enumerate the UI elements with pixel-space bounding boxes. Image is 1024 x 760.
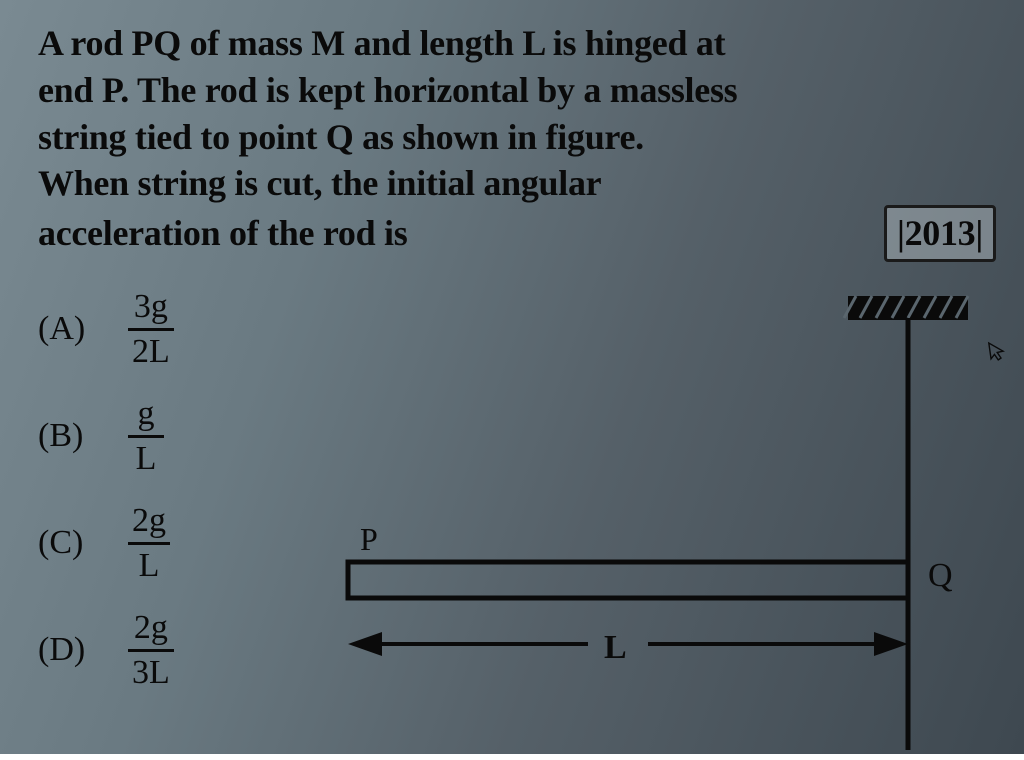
q-line-1: A rod PQ of mass M and length L is hinge…	[38, 20, 996, 67]
option-d-den: 3L	[128, 652, 174, 690]
option-a-den: 2L	[128, 331, 174, 369]
option-b: (B) g L	[38, 397, 174, 476]
q-line-4: When string is cut, the initial angular	[38, 160, 996, 207]
option-a-fraction: 3g 2L	[128, 290, 174, 369]
option-c-num: 2g	[128, 504, 170, 542]
question-page: A rod PQ of mass M and length L is hinge…	[0, 0, 1024, 754]
option-d-fraction: 2g 3L	[128, 611, 174, 690]
option-d: (D) 2g 3L	[38, 611, 174, 690]
q-line-5a: acceleration of the rod is	[38, 210, 407, 257]
q-line-5: acceleration of the rod is |2013|	[38, 205, 996, 262]
option-a-label: (A)	[38, 310, 104, 348]
option-b-num: g	[134, 397, 159, 435]
ceiling-support	[844, 296, 968, 318]
option-c: (C) 2g L	[38, 504, 174, 583]
options-column: (A) 3g 2L (B) g L (C) 2g	[38, 290, 174, 690]
option-b-den: L	[132, 438, 161, 476]
option-b-fraction: g L	[128, 397, 164, 476]
rod-rect	[348, 562, 908, 598]
physics-diagram: P Q L	[288, 290, 1008, 760]
option-c-label: (C)	[38, 524, 104, 562]
year-badge: |2013|	[884, 205, 996, 262]
dimension-l: L	[348, 629, 908, 666]
q-line-2: end P. The rod is kept horizontal by a m…	[38, 67, 996, 114]
options-and-diagram: (A) 3g 2L (B) g L (C) 2g	[38, 290, 996, 690]
option-d-label: (D)	[38, 631, 104, 669]
label-p: P	[360, 521, 378, 557]
option-a: (A) 3g 2L	[38, 290, 174, 369]
label-l: L	[604, 629, 627, 666]
option-c-den: L	[135, 545, 164, 583]
label-q: Q	[928, 557, 953, 594]
option-c-fraction: 2g L	[128, 504, 170, 583]
cursor-icon	[987, 339, 1008, 363]
question-text-block: A rod PQ of mass M and length L is hinge…	[38, 20, 996, 262]
option-a-num: 3g	[130, 290, 172, 328]
option-d-num: 2g	[130, 611, 172, 649]
q-line-3: string tied to point Q as shown in figur…	[38, 114, 996, 161]
diagram-svg: P Q L	[288, 290, 1008, 760]
option-b-label: (B)	[38, 417, 104, 455]
